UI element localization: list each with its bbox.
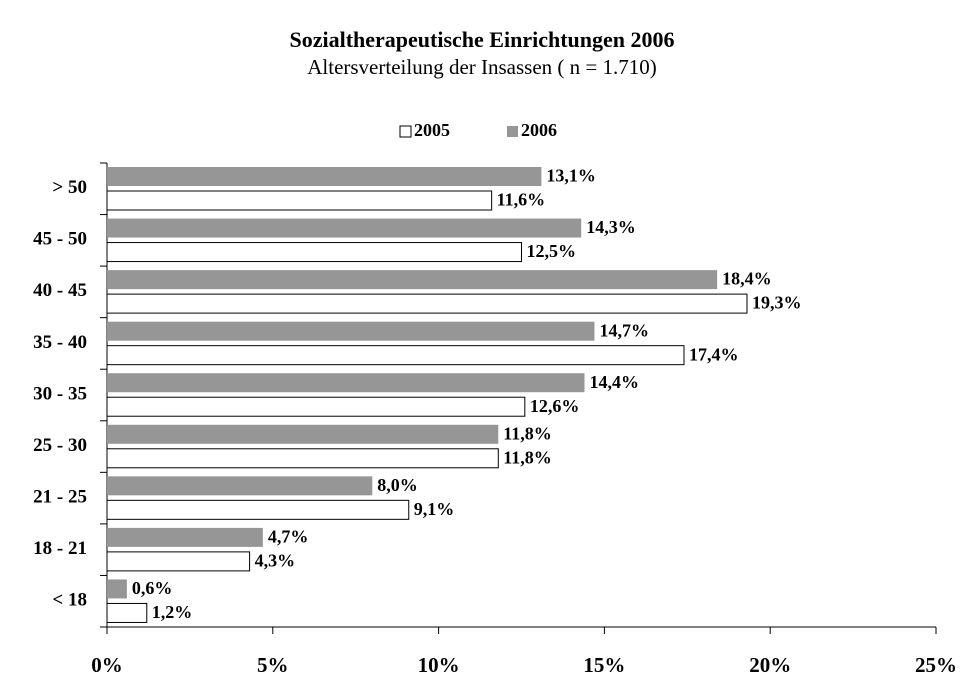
value-label: 0,6%: [132, 578, 173, 598]
bar: [106, 602, 148, 623]
value-label: 11,6%: [497, 190, 546, 210]
x-tick-label: 5%: [257, 653, 289, 675]
value-label: 12,6%: [530, 396, 580, 416]
bar: [106, 499, 410, 520]
bar: [106, 242, 522, 263]
legend-label: 2006: [521, 120, 557, 140]
y-tick-label: < 18: [52, 590, 87, 611]
value-label: 4,7%: [268, 527, 309, 547]
bar: [107, 579, 127, 599]
value-label: 9,1%: [414, 499, 455, 519]
chart-subtitle: Altersverteilung der Insassen ( n = 1.71…: [307, 55, 657, 79]
value-label: 4,3%: [255, 551, 296, 571]
bar: [107, 321, 595, 341]
chart-title: Sozialtherapeutische Einrichtungen 2006: [289, 27, 674, 52]
bar: [107, 373, 585, 393]
value-label: 18,4%: [722, 269, 772, 289]
bar: [106, 551, 251, 572]
x-tick-label: 20%: [749, 653, 791, 675]
y-tick-label: 21 - 25: [33, 486, 87, 507]
y-tick-label: 30 - 35: [33, 383, 87, 404]
y-tick-label: 18 - 21: [33, 538, 87, 559]
bar: [106, 293, 748, 314]
y-tick-label: 45 - 50: [33, 229, 87, 250]
y-tick-label: 35 - 40: [33, 332, 87, 353]
y-tick-label: 25 - 30: [33, 435, 87, 456]
y-tick-label: > 50: [52, 177, 87, 198]
x-tick-label: 15%: [583, 653, 625, 675]
bar: [106, 190, 493, 211]
bar: [107, 424, 499, 444]
bar: [106, 448, 499, 469]
value-label: 8,0%: [377, 475, 418, 495]
bar: [106, 345, 685, 366]
value-label: 14,4%: [590, 372, 640, 392]
value-label: 13,1%: [546, 166, 596, 186]
x-tick-label: 10%: [418, 653, 460, 675]
legend-label: 2005: [414, 120, 450, 140]
value-label: 14,7%: [599, 320, 649, 340]
bar: [107, 270, 718, 290]
y-tick-label: 40 - 45: [33, 280, 87, 301]
bar: [107, 167, 542, 186]
value-label: 1,2%: [152, 602, 193, 622]
value-label: 14,3%: [586, 217, 636, 237]
bar: [107, 476, 373, 496]
value-label: 11,8%: [503, 423, 552, 443]
legend-swatch: [507, 126, 518, 137]
x-tick-label: 25%: [915, 653, 957, 675]
value-label: 12,5%: [527, 241, 577, 261]
bar: [106, 396, 526, 417]
bar: [107, 527, 263, 547]
value-label: 11,8%: [503, 447, 552, 467]
x-tick-label: 0%: [91, 653, 123, 675]
value-label: 19,3%: [752, 293, 802, 313]
legend-swatch: [399, 125, 412, 138]
value-label: 17,4%: [689, 344, 739, 364]
bar: [107, 218, 582, 238]
